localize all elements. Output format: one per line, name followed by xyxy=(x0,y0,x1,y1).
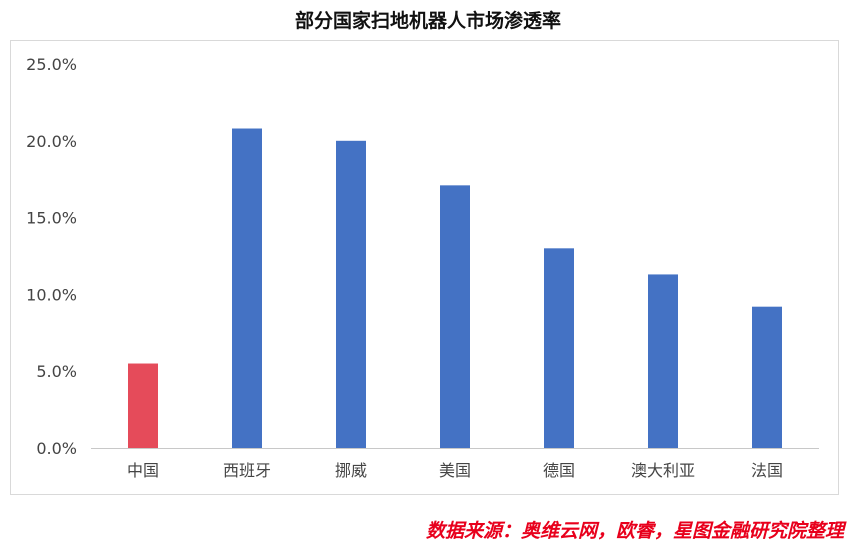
y-tick-label: 5.0% xyxy=(36,362,77,381)
bars xyxy=(128,128,782,449)
bar-6 xyxy=(648,274,678,448)
y-tick-label: 0.0% xyxy=(36,439,77,458)
bar-2 xyxy=(232,128,262,448)
x-tick-label: 澳大利亚 xyxy=(631,461,695,480)
chart-title: 部分国家扫地机器人市场渗透率 xyxy=(294,10,561,32)
source-note: 数据来源：奥维云网，欧睿，星图金融研究院整理 xyxy=(425,520,844,542)
x-tick-label: 法国 xyxy=(751,461,783,480)
x-axis: 中国 西班牙 挪威 美国 德国 澳大利亚 法国 xyxy=(127,461,783,480)
bar-3 xyxy=(336,140,366,449)
y-tick-label: 10.0% xyxy=(26,285,77,304)
x-tick-label: 挪威 xyxy=(335,461,367,480)
y-axis: 0.0% 5.0% 10.0% 15.0% 20.0% 25.0% xyxy=(26,55,77,458)
y-tick-label: 15.0% xyxy=(26,209,77,228)
x-tick-label: 西班牙 xyxy=(223,461,271,480)
x-tick-label: 德国 xyxy=(543,461,575,480)
x-tick-label: 美国 xyxy=(439,461,471,480)
bar-4 xyxy=(440,185,470,448)
y-tick-label: 25.0% xyxy=(26,55,77,74)
bar-7 xyxy=(752,306,782,448)
x-tick-label: 中国 xyxy=(127,461,159,480)
y-tick-label: 20.0% xyxy=(26,132,77,151)
bar-5 xyxy=(544,248,574,448)
bar-1 xyxy=(128,363,158,448)
